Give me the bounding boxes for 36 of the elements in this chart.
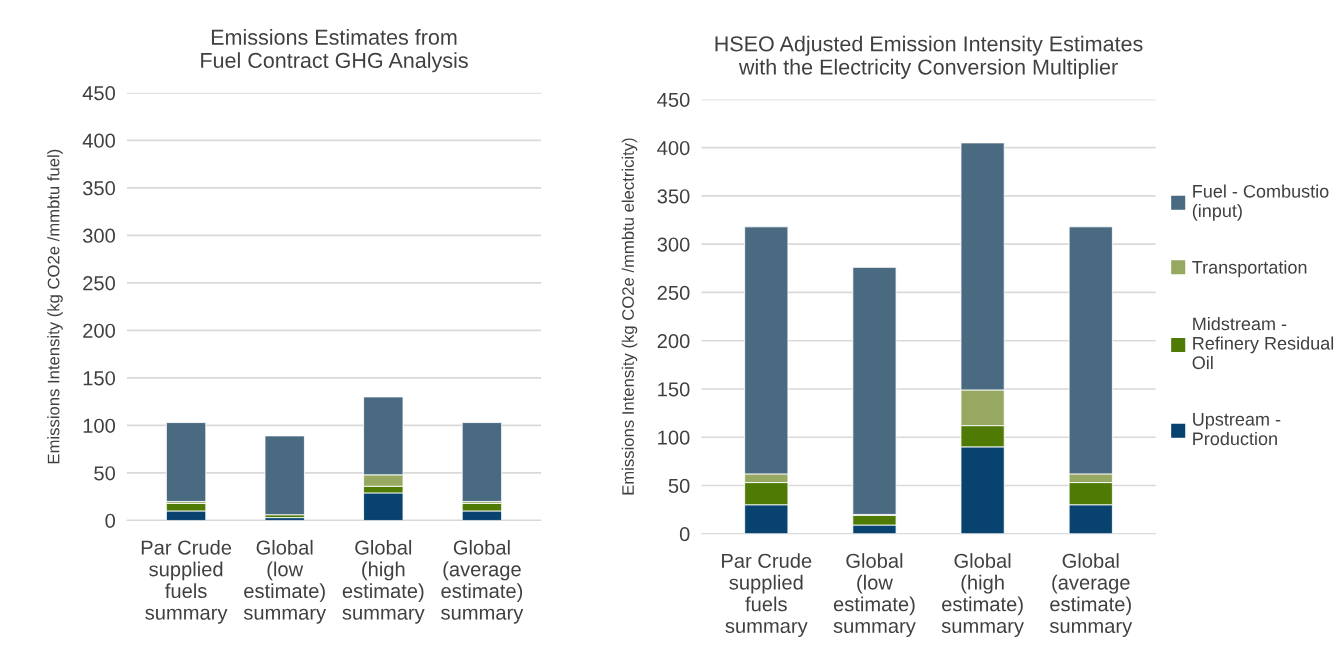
y-tick-label: 250: [83, 276, 116, 291]
y-axis-title: Emissions Intensity (kg CO2e /mmbtu fuel): [47, 149, 63, 464]
y-tick-label: 450: [657, 92, 690, 107]
legend-label: Transportation: [1192, 260, 1307, 278]
y-tick-label: 200: [83, 323, 116, 338]
y-tick-label: 300: [82, 228, 116, 243]
chart-title: HSEO Adjusted Emission Intensity Estimates with the Electricity Conversion Multiplier: [715, 35, 1143, 79]
y-tick-label: 0: [105, 513, 116, 528]
y-tick-label: 100: [658, 430, 690, 445]
y-tick-label: 300: [657, 237, 690, 252]
y-tick-label: 350: [82, 181, 116, 196]
y-tick-label: 50: [94, 466, 116, 481]
y-tick-label: 100: [83, 418, 116, 433]
x-tick-label: Global (low estimate) summary: [833, 553, 916, 638]
legend-label: Upstream - Production: [1193, 413, 1281, 446]
y-tick-label: 150: [83, 371, 116, 386]
y-tick-label: 50: [668, 478, 690, 493]
chart-title: Emissions Estimates from Fuel Contract GHG Analysis: [201, 29, 468, 73]
x-tick-label: Par Crude supplied fuels summary: [722, 553, 812, 638]
y-tick-label: 450: [82, 86, 116, 101]
y-axis-title: Emissions Intensity (kg CO2e /mmbtu electricity): [621, 138, 638, 495]
x-tick-label: Global (high estimate) summary: [941, 553, 1024, 638]
legend-label: Midstream - Refinery Residual Oil: [1192, 317, 1334, 370]
x-tick-label: Global (average estimate) summary: [1049, 553, 1133, 638]
legend-label: Fuel - Combustio (input): [1192, 184, 1329, 221]
x-tick-label: Global (average estimate) summary: [441, 539, 524, 624]
x-tick-label: Global (high estimate) summary: [342, 539, 425, 624]
y-tick-label: 150: [658, 382, 690, 397]
y-tick-label: 250: [657, 285, 690, 300]
x-tick-label: Global (low estimate) summary: [243, 539, 327, 624]
y-tick-label: 0: [679, 526, 690, 542]
x-tick-label: Par Crude supplied fuels summary: [141, 539, 232, 624]
y-tick-label: 350: [657, 189, 690, 204]
y-tick-label: 400: [82, 133, 116, 148]
y-tick-label: 400: [657, 140, 690, 156]
y-tick-label: 200: [657, 333, 690, 349]
